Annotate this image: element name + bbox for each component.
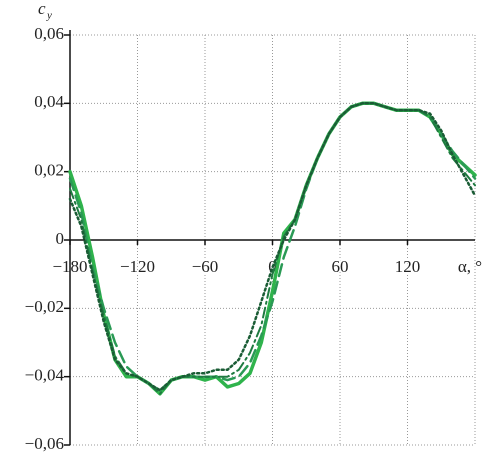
y-tick-label: 0,06 (34, 24, 64, 43)
y-tick-label: −0,04 (25, 366, 65, 385)
y-tick-label: 0,04 (34, 92, 64, 111)
x-tick-label: −60 (192, 257, 219, 276)
y-axis-label: c (38, 0, 46, 18)
x-tick-label: −120 (120, 257, 155, 276)
y-axis-label-sub: y (46, 10, 52, 22)
y-tick-label: 0 (56, 229, 65, 248)
x-tick-label: 120 (395, 257, 421, 276)
x-axis-label: α, ° (458, 257, 482, 276)
data-line (68, 102, 477, 392)
y-tick-label: 0,02 (34, 161, 64, 180)
y-tick-label: −0,06 (25, 434, 64, 453)
x-tick-label: 60 (332, 257, 349, 276)
y-tick-label: −0,02 (25, 297, 64, 316)
